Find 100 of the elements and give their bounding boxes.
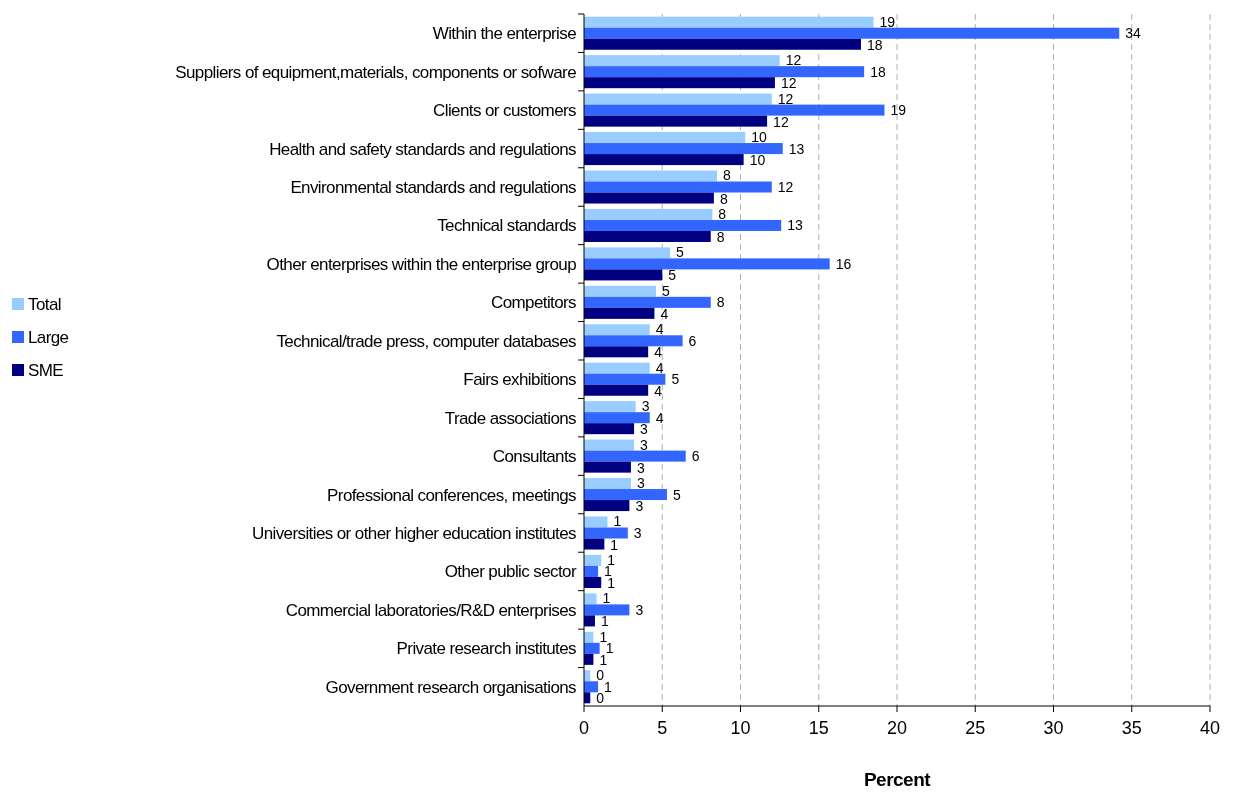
bar bbox=[584, 335, 683, 347]
bar bbox=[584, 307, 655, 319]
data-label: 12 bbox=[777, 179, 794, 195]
bar bbox=[584, 115, 768, 127]
bar bbox=[584, 615, 595, 627]
bar bbox=[584, 104, 885, 116]
bar bbox=[584, 401, 636, 413]
data-label: 13 bbox=[788, 140, 805, 157]
bar bbox=[584, 642, 600, 654]
data-label: 6 bbox=[688, 332, 697, 349]
bar bbox=[584, 593, 597, 605]
data-label: 16 bbox=[835, 255, 852, 272]
x-tick-label: 30 bbox=[1043, 718, 1064, 738]
data-label: 1 bbox=[610, 536, 619, 553]
bar bbox=[584, 219, 782, 231]
data-label: 3 bbox=[641, 398, 650, 415]
bar bbox=[584, 269, 663, 281]
data-label: 1 bbox=[599, 651, 608, 668]
data-label: 3 bbox=[636, 459, 645, 476]
legend-label: SME bbox=[28, 360, 64, 380]
data-label: 10 bbox=[749, 152, 766, 169]
bar bbox=[584, 373, 666, 385]
bar bbox=[584, 461, 631, 473]
bar bbox=[584, 154, 744, 166]
bar bbox=[584, 412, 650, 424]
y-tick-label: Commercial laboratories/R&D enterprises bbox=[285, 600, 577, 620]
data-label: 8 bbox=[723, 167, 732, 184]
bar bbox=[584, 538, 605, 550]
data-label: 8 bbox=[716, 228, 725, 245]
y-tick-label: Government research organisations bbox=[325, 677, 577, 697]
data-label: 4 bbox=[654, 344, 663, 361]
data-label: 5 bbox=[676, 244, 685, 261]
data-label: 19 bbox=[890, 102, 907, 119]
y-tick-label: Technical standards bbox=[437, 216, 577, 236]
x-tick-label: 10 bbox=[730, 718, 751, 738]
bar bbox=[584, 66, 865, 78]
bar bbox=[584, 285, 656, 297]
bar bbox=[584, 565, 599, 577]
bar bbox=[584, 170, 718, 182]
bar bbox=[584, 384, 649, 396]
x-tick-label: 0 bbox=[578, 718, 590, 738]
data-label: 1 bbox=[604, 678, 613, 695]
bar bbox=[584, 324, 650, 336]
bar bbox=[584, 681, 599, 693]
data-label: 12 bbox=[780, 75, 797, 92]
bar bbox=[584, 247, 671, 259]
data-label: 3 bbox=[635, 498, 644, 515]
data-label: 3 bbox=[635, 601, 644, 618]
bar bbox=[584, 296, 711, 308]
data-label: 4 bbox=[655, 409, 664, 426]
bar bbox=[584, 27, 1120, 39]
data-label: 3 bbox=[640, 436, 649, 453]
data-label: 12 bbox=[773, 113, 789, 130]
bar bbox=[584, 478, 631, 490]
x-tick-label: 20 bbox=[886, 718, 908, 738]
bar bbox=[584, 423, 635, 435]
y-tick-label: Trade associations bbox=[444, 408, 577, 428]
y-tick-label: Universities or other higher education institutes bbox=[251, 523, 577, 543]
y-tick-label: Competitors bbox=[490, 293, 577, 313]
bar bbox=[584, 346, 649, 358]
y-tick-label: Professional conferences, meetings bbox=[327, 485, 577, 505]
bar bbox=[584, 439, 635, 451]
data-label: 4 bbox=[655, 359, 664, 376]
x-tick-label: 35 bbox=[1121, 718, 1142, 738]
bar bbox=[584, 500, 630, 512]
data-label: 1 bbox=[600, 613, 609, 630]
y-tick-label: Private research institutes bbox=[396, 639, 577, 659]
bar bbox=[584, 93, 772, 105]
y-tick-label: Health and safety standards and regulations bbox=[269, 139, 577, 159]
data-label: 1 bbox=[599, 628, 608, 645]
bar bbox=[584, 208, 713, 220]
x-tick-label: 40 bbox=[1199, 718, 1221, 738]
legend-label: Large bbox=[28, 327, 69, 347]
data-label: 18 bbox=[870, 63, 886, 80]
bar bbox=[584, 527, 628, 539]
y-tick-label: Other public sector bbox=[444, 562, 577, 582]
data-label: 12 bbox=[777, 90, 794, 107]
data-label: 5 bbox=[671, 371, 680, 388]
data-label: 3 bbox=[633, 525, 642, 541]
bar bbox=[584, 450, 686, 462]
data-label: 0 bbox=[596, 667, 605, 684]
legend-label: Total bbox=[28, 294, 61, 314]
y-tick-label: Other enterprises within the enterprise group bbox=[266, 254, 577, 274]
data-label: 1 bbox=[605, 640, 614, 657]
data-label: 4 bbox=[654, 382, 663, 399]
bar bbox=[584, 516, 608, 528]
bar bbox=[584, 230, 711, 242]
x-tick-label: 5 bbox=[657, 718, 668, 738]
data-label: 3 bbox=[636, 475, 645, 492]
x-tick-label: 25 bbox=[965, 718, 986, 738]
data-label: 4 bbox=[655, 321, 664, 338]
data-label: 0 bbox=[596, 690, 605, 707]
y-tick-label: Clients or customers bbox=[433, 101, 577, 121]
bar bbox=[584, 132, 746, 144]
data-label: 34 bbox=[1125, 25, 1142, 42]
data-label: 1 bbox=[613, 513, 622, 530]
bar bbox=[584, 181, 772, 193]
bar bbox=[584, 16, 874, 28]
data-label: 10 bbox=[751, 129, 767, 146]
bar bbox=[584, 362, 650, 374]
